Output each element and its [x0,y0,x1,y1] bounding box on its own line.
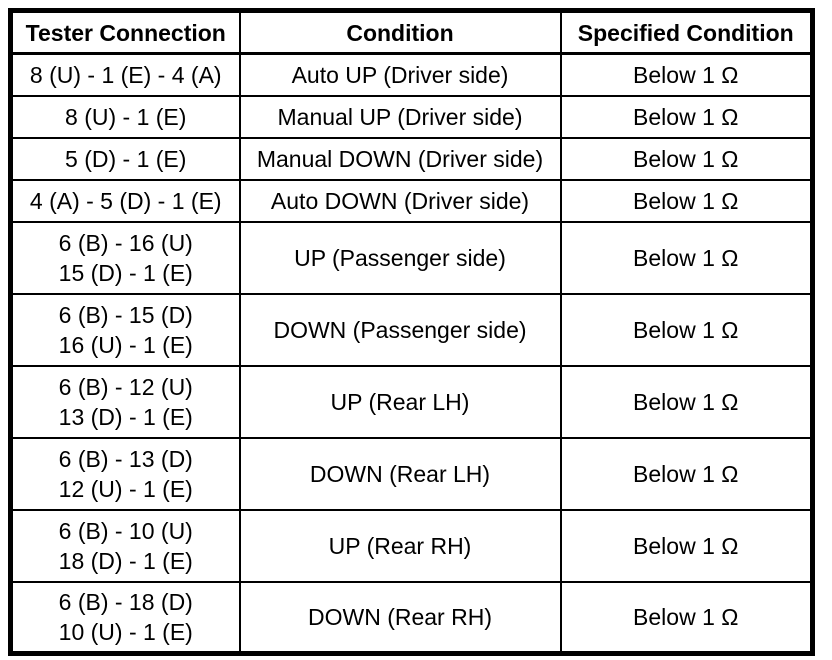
condition-cell: UP (Rear RH) [238,508,562,583]
specified-condition-cell: Below 1 Ω [559,436,814,511]
condition-cell: Manual DOWN (Driver side) [238,136,562,181]
connection-line: 18 (D) - 1 (E) [58,547,193,574]
tester-connection-cell: 8 (U) - 1 (E) - 4 (A) [9,52,241,97]
table-row-down-rear-rh: 6 (B) - 18 (D) 10 (U) - 1 (E) DOWN (Rear… [9,580,814,655]
condition-cell: DOWN (Rear LH) [238,436,562,511]
condition-cell: DOWN (Rear RH) [238,580,562,655]
table-row-up-rear-lh: 6 (B) - 12 (U) 13 (D) - 1 (E) UP (Rear L… [9,364,814,439]
specified-condition-cell: Below 1 Ω [559,52,814,97]
table-body: 8 (U) - 1 (E) - 4 (A) Auto UP (Driver si… [9,52,814,655]
connection-line: 6 (B) - 16 (U) [58,229,193,256]
table-row-manual-up-driver: 8 (U) - 1 (E) Manual UP (Driver side) Be… [9,94,814,139]
condition-cell: Manual UP (Driver side) [238,94,562,139]
table-row-up-passenger: 6 (B) - 16 (U) 15 (D) - 1 (E) UP (Passen… [9,220,814,295]
condition-cell: Auto DOWN (Driver side) [238,178,562,223]
col-header-tester-connection: Tester Connection [9,9,241,55]
table-row-down-passenger: 6 (B) - 15 (D) 16 (U) - 1 (E) DOWN (Pass… [9,292,814,367]
connection-line: 5 (D) - 1 (E) [65,145,187,172]
table-row-auto-down-driver: 4 (A) - 5 (D) - 1 (E) Auto DOWN (Driver … [9,178,814,223]
col-header-condition: Condition [238,9,562,55]
condition-cell: Auto UP (Driver side) [238,52,562,97]
connection-line: 6 (B) - 10 (U) [58,517,193,544]
specified-condition-cell: Below 1 Ω [559,178,814,223]
tester-connection-cell: 6 (B) - 16 (U) 15 (D) - 1 (E) [9,220,241,295]
connection-line: 13 (D) - 1 (E) [58,403,193,430]
tester-connection-cell: 6 (B) - 18 (D) 10 (U) - 1 (E) [9,580,241,655]
tester-connection-table: Tester Connection Condition Specified Co… [8,8,815,656]
connection-line: 12 (U) - 1 (E) [58,475,193,502]
connection-line: 10 (U) - 1 (E) [58,618,193,645]
table-row-auto-up-driver: 8 (U) - 1 (E) - 4 (A) Auto UP (Driver si… [9,52,814,97]
tester-connection-cell: 6 (B) - 15 (D) 16 (U) - 1 (E) [9,292,241,367]
tester-connection-cell: 6 (B) - 13 (D) 12 (U) - 1 (E) [9,436,241,511]
specified-condition-cell: Below 1 Ω [559,292,814,367]
specified-condition-cell: Below 1 Ω [559,508,814,583]
col-header-specified-condition: Specified Condition [559,9,814,55]
table-row-manual-down-driver: 5 (D) - 1 (E) Manual DOWN (Driver side) … [9,136,814,181]
tester-connection-cell: 4 (A) - 5 (D) - 1 (E) [9,178,241,223]
header-row: Tester Connection Condition Specified Co… [9,9,814,55]
tester-connection-cell: 6 (B) - 10 (U) 18 (D) - 1 (E) [9,508,241,583]
condition-cell: UP (Rear LH) [238,364,562,439]
condition-cell: UP (Passenger side) [238,220,562,295]
specified-condition-cell: Below 1 Ω [559,94,814,139]
specified-condition-cell: Below 1 Ω [559,580,814,655]
connection-line: 6 (B) - 12 (U) [58,373,193,400]
connection-line: 16 (U) - 1 (E) [58,331,193,358]
table-row-down-rear-lh: 6 (B) - 13 (D) 12 (U) - 1 (E) DOWN (Rear… [9,436,814,511]
specified-condition-cell: Below 1 Ω [559,364,814,439]
specified-condition-cell: Below 1 Ω [559,136,814,181]
tester-connection-cell: 5 (D) - 1 (E) [9,136,241,181]
tester-connection-cell: 8 (U) - 1 (E) [9,94,241,139]
connection-line: 6 (B) - 18 (D) [58,588,193,615]
connection-line: 15 (D) - 1 (E) [58,259,193,286]
condition-cell: DOWN (Passenger side) [238,292,562,367]
tester-connection-cell: 6 (B) - 12 (U) 13 (D) - 1 (E) [9,364,241,439]
connection-line: 8 (U) - 1 (E) - 4 (A) [29,61,222,88]
connection-line: 6 (B) - 15 (D) [58,301,193,328]
connection-line: 4 (A) - 5 (D) - 1 (E) [29,187,222,214]
connection-line: 8 (U) - 1 (E) [65,103,187,130]
specified-condition-cell: Below 1 Ω [559,220,814,295]
table-row-up-rear-rh: 6 (B) - 10 (U) 18 (D) - 1 (E) UP (Rear R… [9,508,814,583]
connection-line: 6 (B) - 13 (D) [58,445,193,472]
